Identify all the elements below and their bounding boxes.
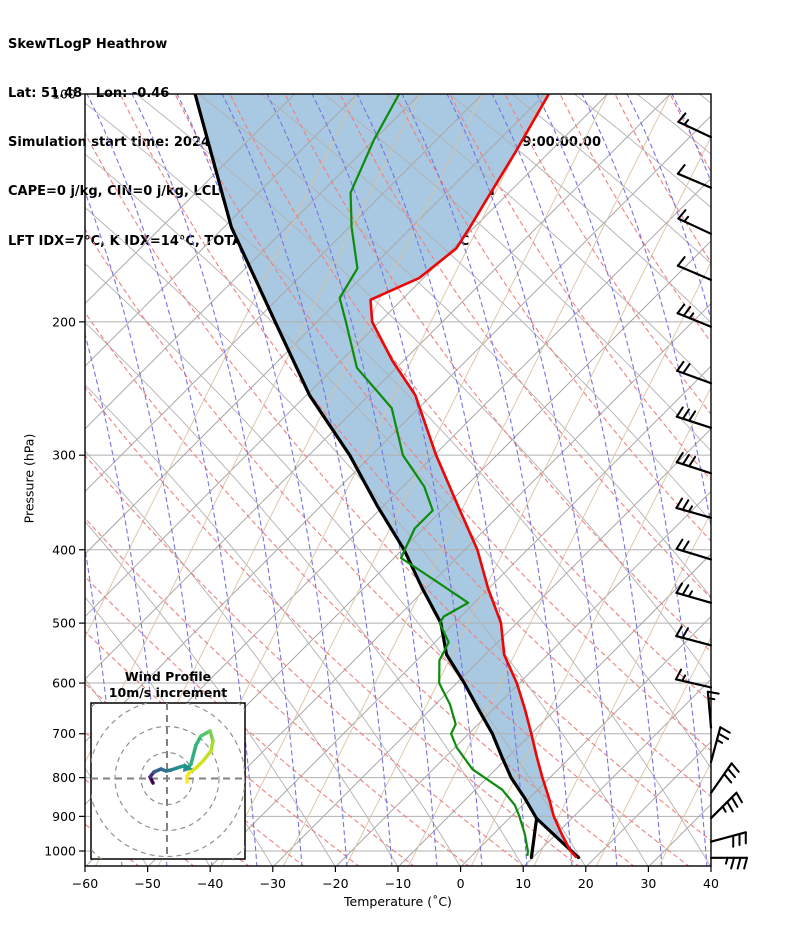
x-tick-label: −40 xyxy=(197,876,223,891)
y-tick-label: 500 xyxy=(52,616,76,631)
y-tick-label: 600 xyxy=(52,676,76,691)
wind-barb xyxy=(677,209,713,235)
x-tick-label: 40 xyxy=(703,876,719,891)
wind-barb xyxy=(709,831,747,848)
y-tick-label: 100 xyxy=(52,87,76,102)
y-tick-label: 1000 xyxy=(44,844,76,859)
hodograph-arrow-head xyxy=(183,763,193,772)
x-tick-label: 0 xyxy=(457,876,465,891)
y-tick-label: 300 xyxy=(52,448,76,463)
wind-barb xyxy=(675,406,713,429)
wind-barbs xyxy=(674,112,749,870)
axes: −60 −50 −40 −30 −20 −10 0 10 20 30 40 100 200 300 400 5… xyxy=(44,87,719,892)
x-tick-label: −10 xyxy=(385,876,411,891)
pressure-axis-label: Pressure (hPa) xyxy=(21,433,37,524)
header-title: SkewTLogP Heathrow xyxy=(8,36,168,52)
wind-barb xyxy=(675,538,713,561)
temperature-profile-line xyxy=(369,94,578,859)
hodograph-wind-trace xyxy=(189,743,198,766)
wind-barb xyxy=(706,690,720,729)
parcel-mixing-branch xyxy=(529,816,539,860)
wind-barb xyxy=(676,164,713,189)
profile-curves xyxy=(193,94,580,860)
x-tick-label: −50 xyxy=(134,876,160,891)
hodograph-title-line1: Wind Profile xyxy=(124,669,212,684)
hodograph-title-line2: 10m/s increment xyxy=(108,684,228,700)
y-tick-label: 900 xyxy=(52,809,76,824)
y-tick-label: 800 xyxy=(52,770,76,785)
wind-barb xyxy=(709,856,749,870)
isotherm-gridlines xyxy=(85,94,711,866)
wind-barb xyxy=(709,762,740,794)
wind-barb xyxy=(676,256,713,281)
x-tick-label: 30 xyxy=(640,876,656,891)
hodograph-speed-ring xyxy=(114,725,220,832)
hodograph-wind-trace xyxy=(201,749,213,763)
wind-barb xyxy=(675,497,713,519)
shaded-region xyxy=(195,94,569,848)
dewpoint-profile-line xyxy=(338,94,529,857)
wind-barb xyxy=(676,360,713,385)
wind-barb xyxy=(677,112,713,139)
wind-barb xyxy=(676,303,713,328)
wind-barb xyxy=(674,668,713,689)
x-tick-label: 20 xyxy=(578,876,594,891)
wind-barb xyxy=(709,726,731,764)
moist-adiabat-dashed-lines xyxy=(85,94,711,866)
x-tick-label: −60 xyxy=(72,876,98,891)
temperature-axis-label: Temperature (˚C) xyxy=(344,894,452,909)
x-tick-label: 10 xyxy=(515,876,531,891)
x-tick-label: −20 xyxy=(322,876,348,891)
y-tick-label: 400 xyxy=(52,542,76,557)
wind-barb xyxy=(709,791,743,820)
hodograph-speed-ring xyxy=(140,751,194,806)
x-tick-label: −30 xyxy=(260,876,286,891)
wind-barb xyxy=(675,451,713,475)
hodograph-inset xyxy=(90,702,246,860)
wind-barb xyxy=(675,582,713,604)
y-tick-label: 200 xyxy=(52,314,76,329)
hodograph-title: Wind Profile 10m/s increment xyxy=(87,669,249,700)
wind-barb xyxy=(675,625,713,647)
y-tick-label: 700 xyxy=(52,726,76,741)
